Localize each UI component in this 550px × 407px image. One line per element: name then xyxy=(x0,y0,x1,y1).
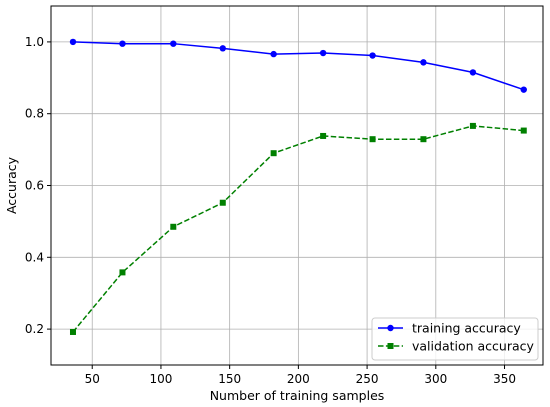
data-point-validation xyxy=(520,127,527,134)
data-point-training xyxy=(469,69,477,76)
y-tick-label: 1.0 xyxy=(25,35,44,49)
y-tick-label: 0.6 xyxy=(25,179,44,193)
legend-label-validation: validation accuracy xyxy=(412,339,535,354)
legend: training accuracy validation accuracy xyxy=(371,317,539,361)
grid xyxy=(51,6,543,365)
data-point-training xyxy=(270,50,277,58)
legend-entry-validation: validation accuracy xyxy=(378,339,535,354)
data-point-validation xyxy=(69,328,76,335)
series-layer xyxy=(69,38,527,335)
x-tick-label: 200 xyxy=(287,372,310,386)
legend-marker-training xyxy=(387,324,394,332)
data-point-validation xyxy=(270,150,277,157)
y-tick-label: 0.2 xyxy=(25,322,44,336)
x-tick-label: 100 xyxy=(149,372,172,386)
data-point-training xyxy=(369,52,376,59)
y-tick-label: 0.4 xyxy=(25,250,44,264)
data-point-training xyxy=(319,49,327,57)
data-point-validation xyxy=(119,269,126,276)
data-point-validation xyxy=(469,122,476,129)
data-point-validation xyxy=(369,136,376,143)
data-point-training xyxy=(520,86,527,93)
legend-label-training: training accuracy xyxy=(412,321,521,336)
series-line-0 xyxy=(72,41,525,91)
ticks: 50 100 150 200 250 300 350 0.2 0.4 0.6 0.8 1.0 xyxy=(25,35,516,386)
data-point-training xyxy=(219,45,226,52)
data-point-training xyxy=(420,59,427,66)
x-tick-label: 300 xyxy=(424,372,447,386)
legend-marker-validation xyxy=(387,343,394,349)
data-point-validation xyxy=(320,132,327,139)
x-axis-label: Number of training samples xyxy=(210,388,385,403)
x-tick-label: 150 xyxy=(218,372,241,386)
x-tick-label: 350 xyxy=(493,372,516,386)
x-tick-label: 250 xyxy=(356,372,379,386)
legend-entry-training: training accuracy xyxy=(378,321,521,336)
data-point-validation xyxy=(219,199,226,206)
data-point-training xyxy=(170,40,177,47)
y-axis-label: Accuracy xyxy=(4,156,19,214)
data-point-training xyxy=(119,40,126,47)
legend-box xyxy=(371,317,539,361)
data-point-training xyxy=(69,38,77,46)
data-point-validation xyxy=(170,223,177,230)
series-line-1 xyxy=(72,125,524,333)
y-tick-label: 0.8 xyxy=(25,107,44,121)
data-point-validation xyxy=(420,136,427,143)
x-tick-label: 50 xyxy=(85,372,100,386)
